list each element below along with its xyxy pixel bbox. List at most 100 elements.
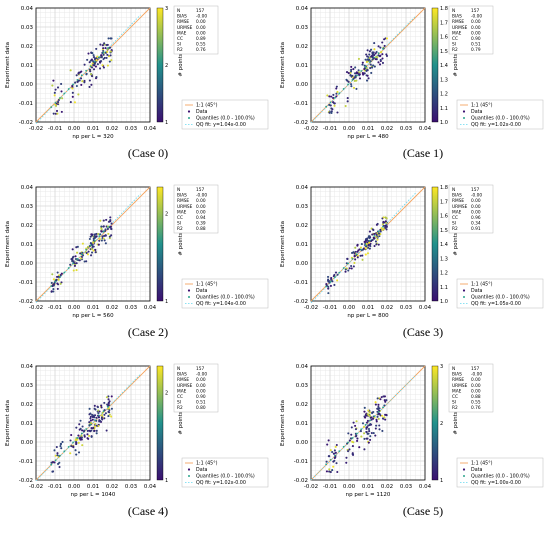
data-point (360, 243, 363, 246)
quantile-marker (347, 83, 349, 86)
data-point (97, 416, 101, 419)
data-point (52, 288, 55, 291)
data-point (80, 70, 83, 73)
x-tick-label: 0.01 (87, 305, 99, 311)
colorbar (431, 186, 439, 302)
stats-key: N (452, 8, 455, 14)
data-point (51, 470, 54, 473)
data-point (110, 59, 113, 62)
legend-data-swatch (187, 468, 191, 471)
stats-value: 0.88 (196, 226, 206, 232)
data-point (90, 251, 94, 254)
data-point (85, 72, 88, 75)
data-point (103, 42, 106, 45)
data-point (79, 427, 82, 430)
quantile-marker (72, 83, 74, 86)
x-tick-label: 0.00 (68, 305, 81, 311)
stats-key: CC (177, 215, 183, 221)
data-point (101, 235, 104, 238)
data-point (102, 49, 105, 52)
x-tick-label: 0.01 (362, 126, 374, 132)
data-point (366, 241, 369, 244)
stats-value: 0.00 (471, 19, 481, 25)
stats-key: RMSE (177, 19, 189, 25)
data-point (104, 242, 107, 245)
colorbar-tick-label: 1.5 (440, 49, 448, 55)
chart-panel-case-0: -0.02 -0.01 0.00 0.01 0.02 0.03 0.04 -0.02 -0.01… (0, 0, 275, 179)
x-axis-label: np per L = 800 (347, 313, 389, 319)
data-point (373, 232, 376, 236)
data-point (378, 424, 381, 427)
data-point (379, 398, 382, 401)
data-point (354, 66, 357, 69)
data-point (74, 255, 77, 258)
data-point (362, 425, 366, 428)
data-point (54, 103, 57, 106)
data-point (92, 54, 95, 57)
data-point (357, 57, 360, 60)
data-point (364, 413, 367, 417)
colorbar-label: # points (453, 53, 459, 76)
data-point (374, 427, 377, 430)
stats-key: N (452, 366, 455, 372)
legend-box (456, 457, 544, 488)
data-point (377, 412, 381, 415)
data-point (104, 228, 107, 231)
data-point (109, 37, 112, 40)
quantile-marker (85, 69, 88, 72)
data-point (327, 292, 330, 295)
stats-box (173, 184, 219, 234)
data-point (86, 429, 89, 432)
y-tick-label: -0.02 (294, 299, 308, 305)
case-caption: (Case 2) (127, 325, 169, 339)
data-point (106, 227, 109, 231)
colorbar-tick-label: 2 (165, 211, 168, 217)
data-point (330, 278, 333, 281)
data-point (370, 48, 373, 51)
quantile-marker (325, 463, 328, 466)
data-point (372, 432, 375, 435)
data-point (99, 233, 102, 236)
data-point (368, 50, 371, 53)
legend-data-swatch (462, 110, 466, 113)
data-point (331, 280, 334, 283)
x-tick-label: 0.03 (400, 126, 413, 132)
data-point (374, 403, 377, 406)
y-tick-label: -0.02 (19, 299, 33, 305)
data-point (377, 417, 380, 420)
scatter-plot-svg: -0.02 -0.01 0.00 0.01 0.02 0.03 0.04 -0.02 -0.01… (5, 184, 269, 319)
data-point (385, 54, 389, 58)
data-point (100, 54, 103, 57)
data-point (59, 274, 62, 277)
data-point (56, 282, 59, 285)
data-point (363, 240, 366, 243)
y-tick-label: -0.01 (294, 280, 308, 286)
data-point (91, 233, 94, 236)
data-point (349, 74, 352, 77)
data-point (335, 95, 338, 98)
data-point (100, 56, 103, 59)
x-axis-label: np per L = 560 (72, 313, 114, 319)
quantile-marker (369, 61, 371, 64)
data-point (371, 51, 374, 54)
stats-key: URMSE (452, 204, 468, 210)
x-tick-label: 0.02 (106, 126, 118, 132)
data-point (354, 435, 358, 438)
stats-value: 0.00 (471, 25, 481, 31)
stats-key: SI (452, 400, 456, 406)
stats-key: MAE (177, 388, 187, 394)
data-point (92, 68, 96, 71)
data-point (364, 416, 367, 419)
data-point (70, 445, 73, 448)
x-tick-label: 0.02 (381, 305, 393, 311)
quantile-marker (67, 445, 70, 448)
stats-value: 0.00 (196, 388, 206, 394)
data-point (88, 237, 91, 241)
data-point (330, 277, 333, 280)
data-point (383, 44, 386, 47)
data-point (344, 268, 347, 271)
quantile-marker (382, 225, 384, 228)
data-point (361, 63, 364, 66)
data-point (94, 251, 97, 254)
data-point (98, 67, 102, 70)
